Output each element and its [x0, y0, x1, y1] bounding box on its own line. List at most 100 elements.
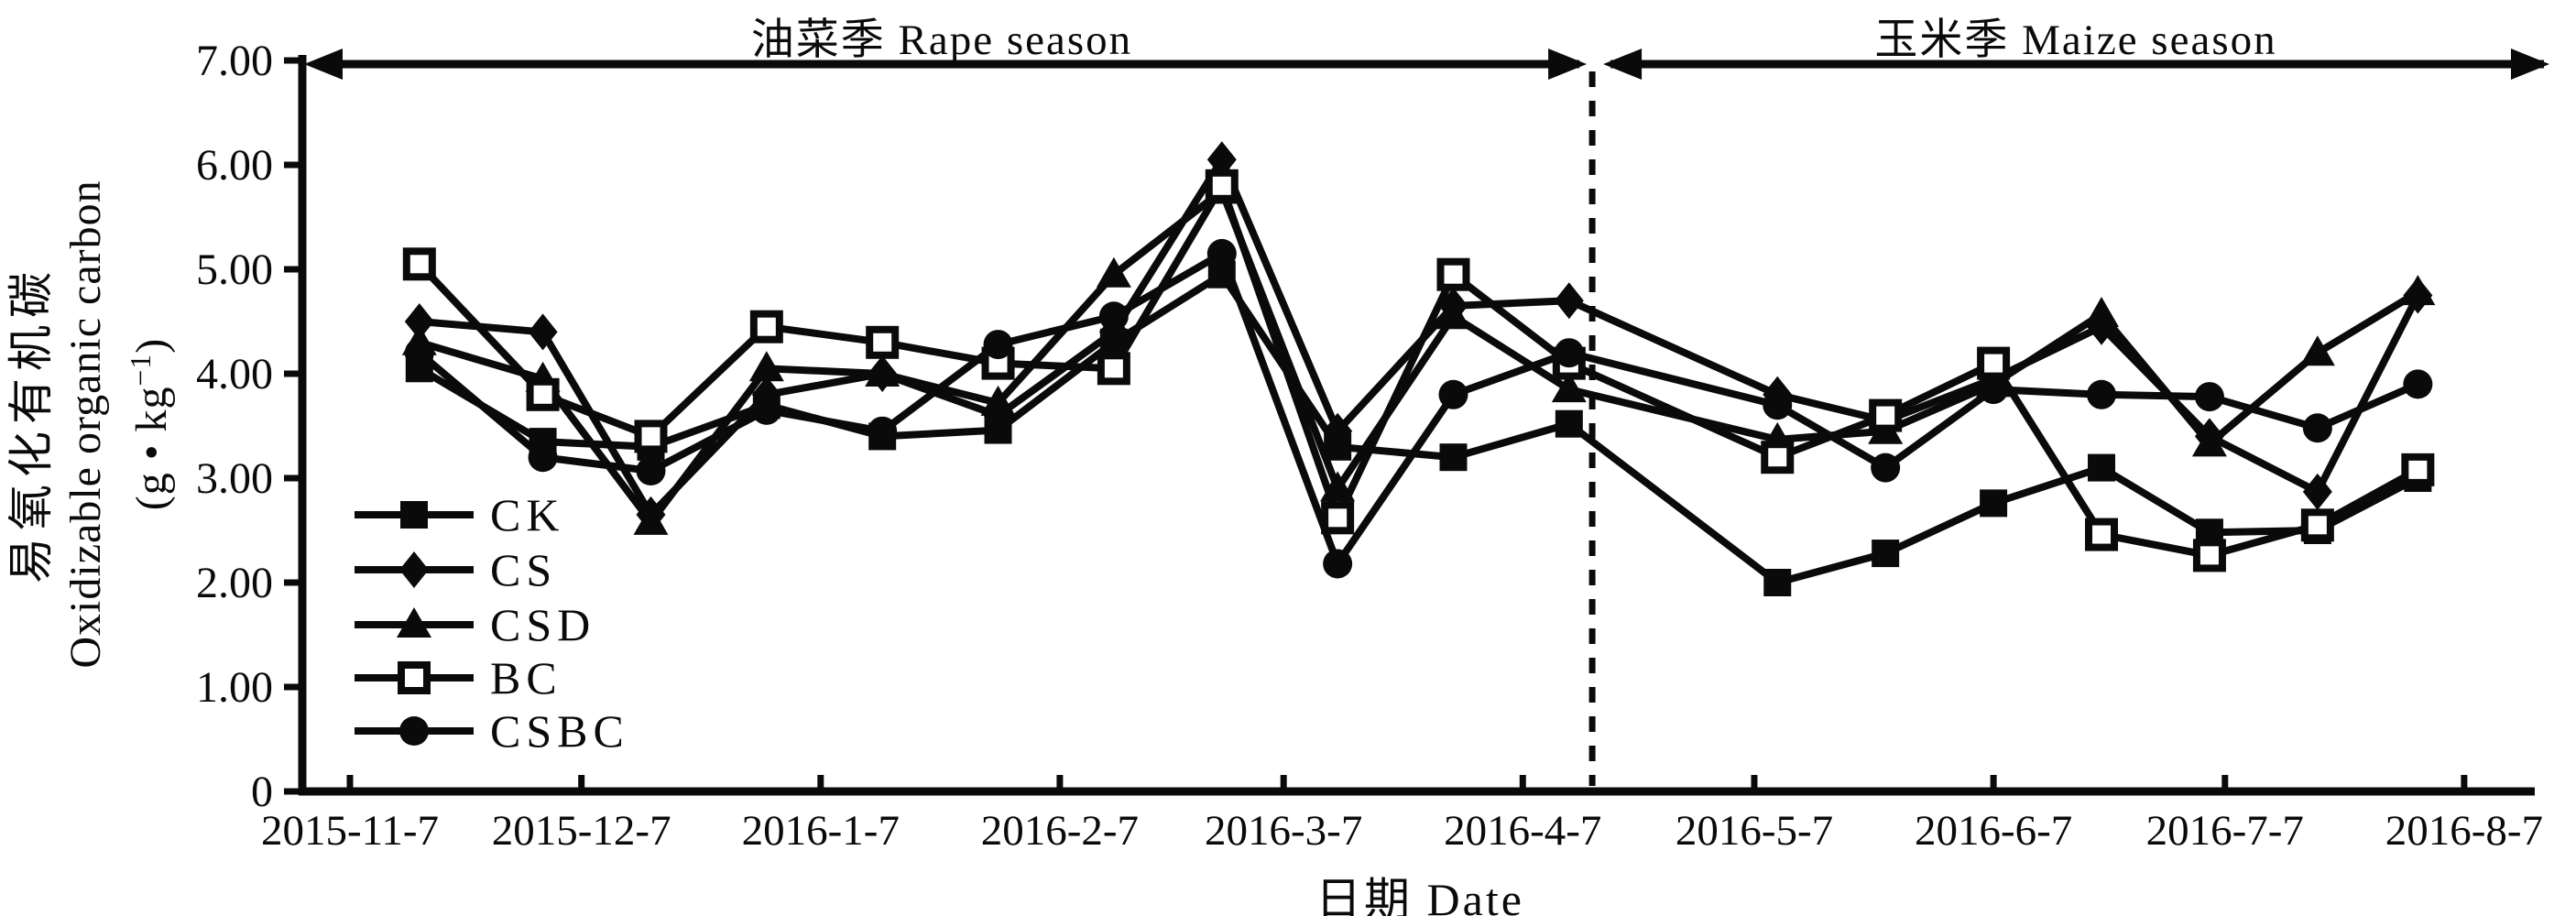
data-point-cs [1554, 282, 1584, 320]
y-axis-units: (g • kg−1) [125, 337, 176, 511]
data-point-ck [1439, 443, 1468, 472]
y-axis-title-chinese: 易氧化有机碳 [5, 265, 57, 583]
data-point-bc [749, 310, 783, 344]
legend-label-cs: CS [490, 544, 557, 595]
x-tick-label: 2016-6-7 [1915, 807, 2072, 855]
data-point-ck [1872, 540, 1900, 568]
data-point-bc [1436, 257, 1470, 291]
data-point-csbc [404, 338, 434, 368]
data-point-csbc [528, 442, 558, 473]
legend-marker-csd [397, 607, 431, 638]
x-tick-label: 2016-5-7 [1675, 807, 1833, 855]
arrow-head-left-icon [304, 49, 343, 80]
data-point-csbc [1554, 338, 1584, 368]
data-point-csbc [1098, 301, 1129, 332]
data-point-cs [1206, 141, 1237, 179]
data-point-csd [748, 351, 784, 382]
legend-marker-ck [400, 501, 428, 529]
data-point-cs [1323, 412, 1353, 450]
x-tick-label: 2016-7-7 [2146, 807, 2304, 855]
series-line-csbc [417, 248, 2419, 572]
data-point-csbc [1763, 390, 1793, 420]
x-tick-label: 2015-12-7 [492, 807, 671, 855]
data-point-csd [2084, 297, 2120, 328]
data-point-csd [2191, 426, 2227, 457]
data-point-csd [633, 504, 669, 535]
y-tick-label: 3.00 [196, 454, 273, 503]
legend-marker-cs [399, 551, 429, 588]
data-point-ck [1763, 569, 1792, 596]
y-axis-title: 易氧化有机碳 Oxidizable organic carbon (g • kg… [4, 180, 180, 668]
y-tick-label: 7.00 [196, 37, 273, 85]
data-point-csbc [1438, 379, 1468, 409]
data-point-csbc [868, 416, 898, 446]
series-line-bc [416, 177, 2420, 560]
data-point-csd [1096, 256, 1131, 288]
data-point-csbc [1979, 375, 2009, 405]
legend-label-csbc: CSBC [490, 705, 629, 757]
arrow-head-left-icon [1603, 49, 1643, 80]
series-line-cs [419, 151, 2421, 521]
data-point-bc [402, 247, 436, 281]
data-point-bc [866, 325, 900, 359]
data-point-csbc [2403, 369, 2433, 399]
legend-label-ck: CK [490, 489, 564, 540]
data-point-csbc [1323, 549, 1353, 579]
x-tick-label: 2016-1-7 [742, 807, 900, 855]
data-point-csbc [2302, 413, 2332, 443]
data-point-cs [2302, 473, 2332, 510]
data-point-bc [1761, 441, 1795, 474]
data-point-csbc [1206, 238, 1237, 268]
legend-marker-csbc [399, 716, 429, 746]
data-point-csbc [1871, 453, 1901, 483]
data-point-csd [2299, 335, 2335, 366]
legend-marker-bc [398, 661, 431, 694]
data-point-csd [1551, 372, 1587, 403]
x-axis-caption: 日期 Date [1315, 874, 1524, 916]
data-point-bc [634, 420, 668, 453]
y-tick-label: 1.00 [196, 663, 273, 712]
data-point-csd [980, 385, 1016, 416]
arrow-head-right-icon [2511, 49, 2549, 80]
data-point-csd [1320, 471, 1356, 502]
data-point-ck [1555, 409, 1583, 438]
data-point-cs [528, 313, 558, 351]
data-point-bc [2401, 453, 2435, 486]
data-point-bc [1977, 346, 2011, 380]
data-point-bc [1205, 169, 1239, 202]
data-point-bc [2192, 539, 2226, 572]
data-point-csbc [636, 456, 666, 486]
data-point-csbc [983, 330, 1013, 360]
y-tick-label: 6.00 [196, 141, 273, 190]
data-point-csd [2400, 275, 2436, 306]
data-point-bc [1869, 398, 1903, 432]
y-tick-label: 5.00 [196, 245, 273, 294]
legend-label-csd: CSD [490, 599, 595, 650]
season-label-maize: 玉米季 Maize season [1874, 16, 2277, 64]
legend-label-bc: BC [490, 652, 562, 703]
data-point-csd [865, 356, 901, 387]
x-tick-label: 2015-11-7 [261, 807, 439, 855]
data-point-ck [1980, 489, 2008, 518]
data-point-bc [526, 377, 560, 411]
data-point-bc [2085, 518, 2119, 551]
data-point-bc [1321, 501, 1355, 535]
y-tick-label: 4.00 [196, 350, 273, 398]
y-tick-label: 0 [251, 768, 273, 816]
data-point-cs [404, 303, 434, 340]
data-point-csbc [2087, 379, 2117, 409]
x-tick-label: 2016-3-7 [1205, 807, 1362, 855]
x-tick-label: 2016-2-7 [981, 807, 1139, 855]
y-axis-title-english: Oxidizable organic carbon [61, 180, 110, 669]
data-point-ck [2088, 453, 2116, 482]
data-point-csbc [751, 395, 781, 425]
data-point-bc [2300, 508, 2334, 542]
series-line-csd [418, 185, 2420, 529]
arrow-head-right-icon [1548, 49, 1588, 80]
data-point-csd [1435, 299, 1471, 330]
y-tick-label: 2.00 [196, 559, 273, 607]
data-point-bc [1097, 352, 1130, 386]
season-label-rape: 油菜季 Rape season [750, 16, 1133, 64]
